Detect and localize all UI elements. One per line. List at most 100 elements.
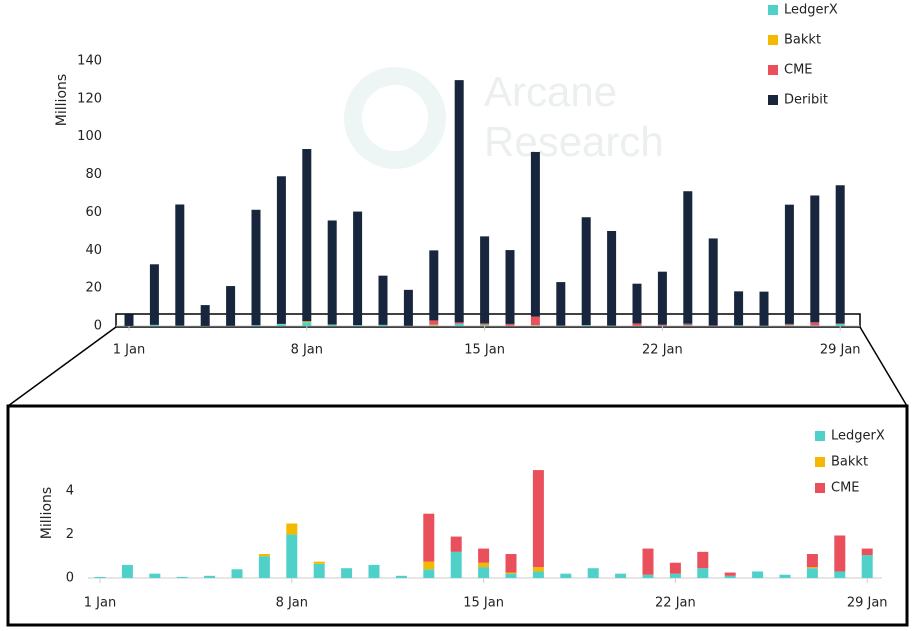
bar-segment [642, 548, 654, 575]
bar-segment [657, 324, 667, 326]
legend-swatch [768, 35, 778, 45]
bar-segment [149, 573, 161, 578]
bar-segment [607, 230, 617, 326]
bar-segment [810, 322, 820, 326]
x-tick-label: 22 Jan [642, 343, 683, 358]
y-tick-label: 0 [66, 571, 74, 586]
bar-segment [378, 275, 388, 325]
bar-segment [341, 568, 353, 578]
legend-swatch [768, 65, 778, 75]
bar-segment [752, 571, 764, 578]
legend-label: Bakkt [831, 455, 868, 470]
bar-segment [683, 323, 693, 326]
bar-segment [779, 574, 791, 578]
zoom-connector [859, 326, 908, 407]
legend-label: Deribit [784, 93, 828, 108]
bar-segment [226, 286, 236, 326]
bar-segment [734, 325, 744, 326]
bar-segment [176, 576, 188, 578]
bar-segment [276, 176, 286, 324]
bar-segment [835, 324, 845, 326]
watermark-logo [344, 67, 446, 169]
bar-segment [258, 556, 270, 578]
legend-label: LedgerX [831, 429, 885, 444]
bar-segment [530, 151, 540, 317]
watermark: Research [484, 118, 664, 165]
y-tick-label: 100 [77, 129, 102, 144]
bar-segment [861, 555, 873, 578]
bar-segment [423, 513, 435, 562]
legend-swatch [768, 5, 778, 15]
bar-segment [429, 325, 439, 326]
bar-segment [450, 536, 462, 552]
watermark: Arcane [484, 68, 617, 115]
bar-segment [530, 316, 540, 326]
bar-segment [429, 250, 439, 321]
y-axis-label: Millions [39, 487, 55, 539]
x-tick-label: 22 Jan [655, 596, 696, 611]
bar-segment [395, 575, 407, 578]
bar-segment [454, 322, 464, 324]
x-tick-label: 29 Jan [847, 596, 888, 611]
bar-segment [378, 324, 388, 326]
bar-segment [784, 323, 794, 326]
bar-segment [532, 567, 544, 572]
y-tick-label: 40 [85, 243, 102, 258]
bar-segment [231, 569, 243, 578]
bar-segment [276, 324, 286, 326]
bar-segment [204, 575, 216, 578]
bar-segment [251, 325, 261, 326]
bar-segment [734, 291, 744, 326]
bar-segment [806, 567, 818, 569]
bar-segment [532, 571, 544, 578]
bar-segment [632, 283, 642, 324]
bar-segment [302, 321, 312, 323]
bar-segment [505, 573, 517, 578]
bar-segment [632, 323, 642, 326]
bar-segment [353, 211, 363, 326]
bar-segment [286, 534, 298, 578]
bar-segment [784, 204, 794, 324]
bar-segment [505, 554, 517, 573]
bar-segment [121, 564, 133, 578]
bar-segment [587, 568, 599, 578]
bar-segment [302, 322, 312, 326]
bar-segment [810, 325, 820, 326]
bar-segment [784, 325, 794, 326]
x-tick-label: 1 Jan [84, 596, 116, 611]
x-tick-label: 8 Jan [291, 343, 323, 358]
bar-segment [556, 282, 566, 326]
bar-segment [175, 204, 185, 326]
bar-segment [429, 320, 439, 325]
bar-segment [708, 238, 718, 326]
bar-segment [505, 323, 515, 326]
bar-segment [423, 561, 435, 570]
y-tick-label: 0 [94, 319, 102, 334]
bar-segment [327, 324, 337, 326]
bar-segment [480, 236, 490, 324]
legend-label: CME [784, 63, 813, 78]
bar-segment [835, 323, 845, 325]
zoom-panel [6, 404, 909, 627]
bar-segment [683, 325, 693, 326]
y-tick-label: 4 [66, 483, 74, 498]
bar-segment [124, 314, 134, 326]
bar-segment [327, 220, 337, 325]
zoom-connector [7, 326, 117, 407]
bar-segment [724, 572, 736, 576]
x-tick-label: 8 Jan [276, 596, 308, 611]
bar-segment [353, 325, 363, 326]
y-tick-label: 2 [66, 527, 74, 542]
bar-segment [532, 470, 544, 568]
bar-segment [669, 573, 681, 578]
legend-swatch [768, 95, 778, 105]
x-tick-label: 15 Jan [464, 343, 505, 358]
bar-segment [759, 291, 769, 326]
bar-segment [806, 568, 818, 578]
bar-segment [251, 209, 261, 326]
bar-segment [480, 325, 490, 326]
y-tick-label: 80 [85, 167, 102, 182]
bar-segment [581, 325, 591, 326]
y-tick-label: 20 [85, 281, 102, 296]
x-tick-label: 29 Jan [820, 343, 861, 358]
